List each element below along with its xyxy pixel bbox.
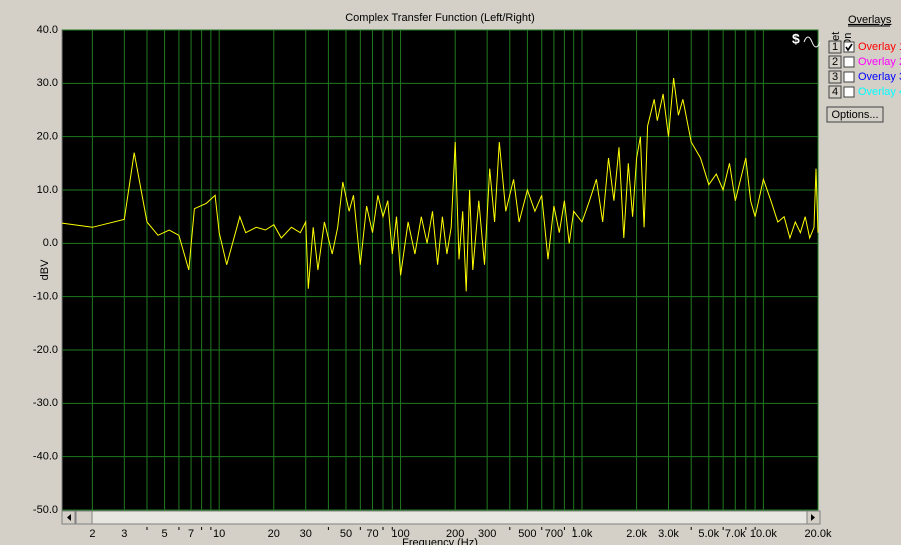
icon-wave [803,36,821,48]
x-tick-label: 700 [545,528,563,540]
x-tick-label: 70 [366,528,378,540]
x-tick-label: 100 [391,528,409,540]
overlay-label: Overlay 4 [858,86,901,98]
set-button[interactable] [828,40,842,54]
x-axis-label: Frequency (Hz) [402,537,478,545]
set-number: 4 [832,86,838,98]
overlay-rows: 1 Overlay 1 2 Overlay 2 3 Overlay 3 4 Overlay 4 [828,40,901,99]
x-tick-label: 20 [268,528,280,540]
x-tick-label: 200 [446,528,464,540]
x-tick-label: 500 [518,528,536,540]
plot-icon: $ [792,31,821,48]
overlay-checkbox[interactable] [843,41,855,53]
checkmark [845,43,853,52]
icon-glyph: $ [792,31,800,47]
scroll-left-arrow [67,514,71,521]
y-tick-label: 30.0 [37,77,58,89]
x-tick-label: 10 [213,528,225,540]
x-tick-label: 1.0k [572,528,593,540]
overlay-label: Overlay 3 [858,71,901,83]
x-tick-label: 20.0k [805,528,832,540]
x-tick-label: 2 [89,528,95,540]
scroll-track [61,510,821,525]
set-button[interactable] [828,70,842,84]
x-tick-label: 5 [162,528,168,540]
x-tick-label: 50 [340,528,352,540]
y-tick-label: 20.0 [37,131,58,143]
y-tick-label: 0.0 [43,237,58,249]
x-tick-label: 30 [300,528,312,540]
y-tick-label: -40.0 [33,451,58,463]
overlays-panel: Overlays Set On 1 Overlay 12 Overlay 23 Ove… [826,14,901,123]
set-number: 3 [832,71,838,83]
overlay-checkbox[interactable] [843,71,855,83]
x-tick-label: 2.0k [626,528,647,540]
options-button[interactable] [826,106,884,123]
y-tick-label: -50.0 [33,504,58,516]
y-tick-label: 40.0 [37,24,58,36]
y-tick-label: 10.0 [37,184,58,196]
scroll-thumb[interactable] [75,510,93,525]
overlay-label: Overlay 1 [858,41,901,53]
y-tick-label: -10.0 [33,291,58,303]
scrollbar [61,510,821,525]
chart-title: Complex Transfer Function (Left/Right) [345,12,535,24]
x-tick-label: 300 [478,528,496,540]
set-number: 1 [832,41,838,53]
plot-area [61,29,819,511]
overlays-title: Overlays [848,14,892,26]
set-button[interactable] [828,85,842,99]
plot-background [61,29,819,511]
set-number: 2 [832,56,838,68]
y-axis-label: dBV [39,259,51,280]
x-tick-label: 7.0k [725,528,746,540]
data-line [61,77,819,292]
x-tick-label: 3.0k [658,528,679,540]
y-tick-label: -20.0 [33,344,58,356]
y-tick-label: -30.0 [33,397,58,409]
x-tick-label: 3 [121,528,127,540]
x-tick-label: 5.0k [698,528,719,540]
x-tick-label: 10.0k [750,528,777,540]
overlay-checkbox[interactable] [843,86,855,98]
x-tick-label: 7 [188,528,194,540]
overlay-label: Overlay 2 [858,56,901,68]
overlay-checkbox[interactable] [843,56,855,68]
set-button[interactable] [828,55,842,69]
options-button-label: Options... [831,109,878,121]
scroll-right-arrow [811,514,815,521]
